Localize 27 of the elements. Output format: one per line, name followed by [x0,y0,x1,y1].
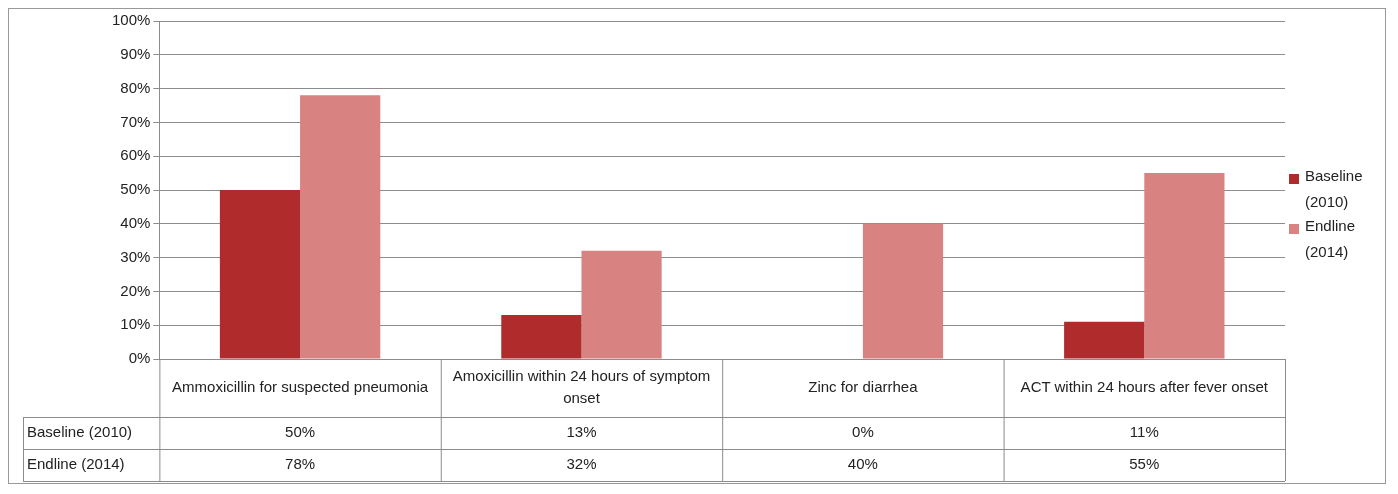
data-label: 55% [1129,455,1160,473]
y-tick-label: 0% [128,349,151,367]
text: Baseline (2010) [27,423,133,441]
y-tick-label: 60% [120,146,151,164]
x-tick-label: Zinc for diarrhea [808,378,919,396]
data-label: 0% [852,423,874,441]
text: Endline (2014) [27,455,125,473]
y-tick-label: 50% [120,180,151,198]
x-tick-label: ACT within 24 hours after fever onset [1020,378,1269,396]
y-tick-label: 10% [120,315,151,333]
data-label: 11% [1129,423,1159,441]
y-tick-label: 20% [120,281,151,299]
y-tick-label: 70% [120,112,151,130]
legend-label: Endline (2014) [1305,216,1357,262]
y-tick-label: 100% [111,11,151,29]
data-label: 50% [285,423,316,441]
y-tick-label: 40% [120,213,151,231]
y-tick-label: 90% [120,44,151,62]
x-tick-label: Ammoxicillin for suspected pneumonia [172,378,429,396]
y-tick-label: 80% [120,78,151,96]
data-label: 13% [566,423,597,441]
legend-label: Baseline (2010) [1305,166,1364,212]
data-label: 32% [566,455,597,473]
y-tick-label: 30% [120,247,151,265]
x-tick-label: Amoxicillin within 24 hours of symptom onset [452,367,711,407]
data-label: 78% [285,455,316,473]
data-label: 40% [847,455,878,473]
